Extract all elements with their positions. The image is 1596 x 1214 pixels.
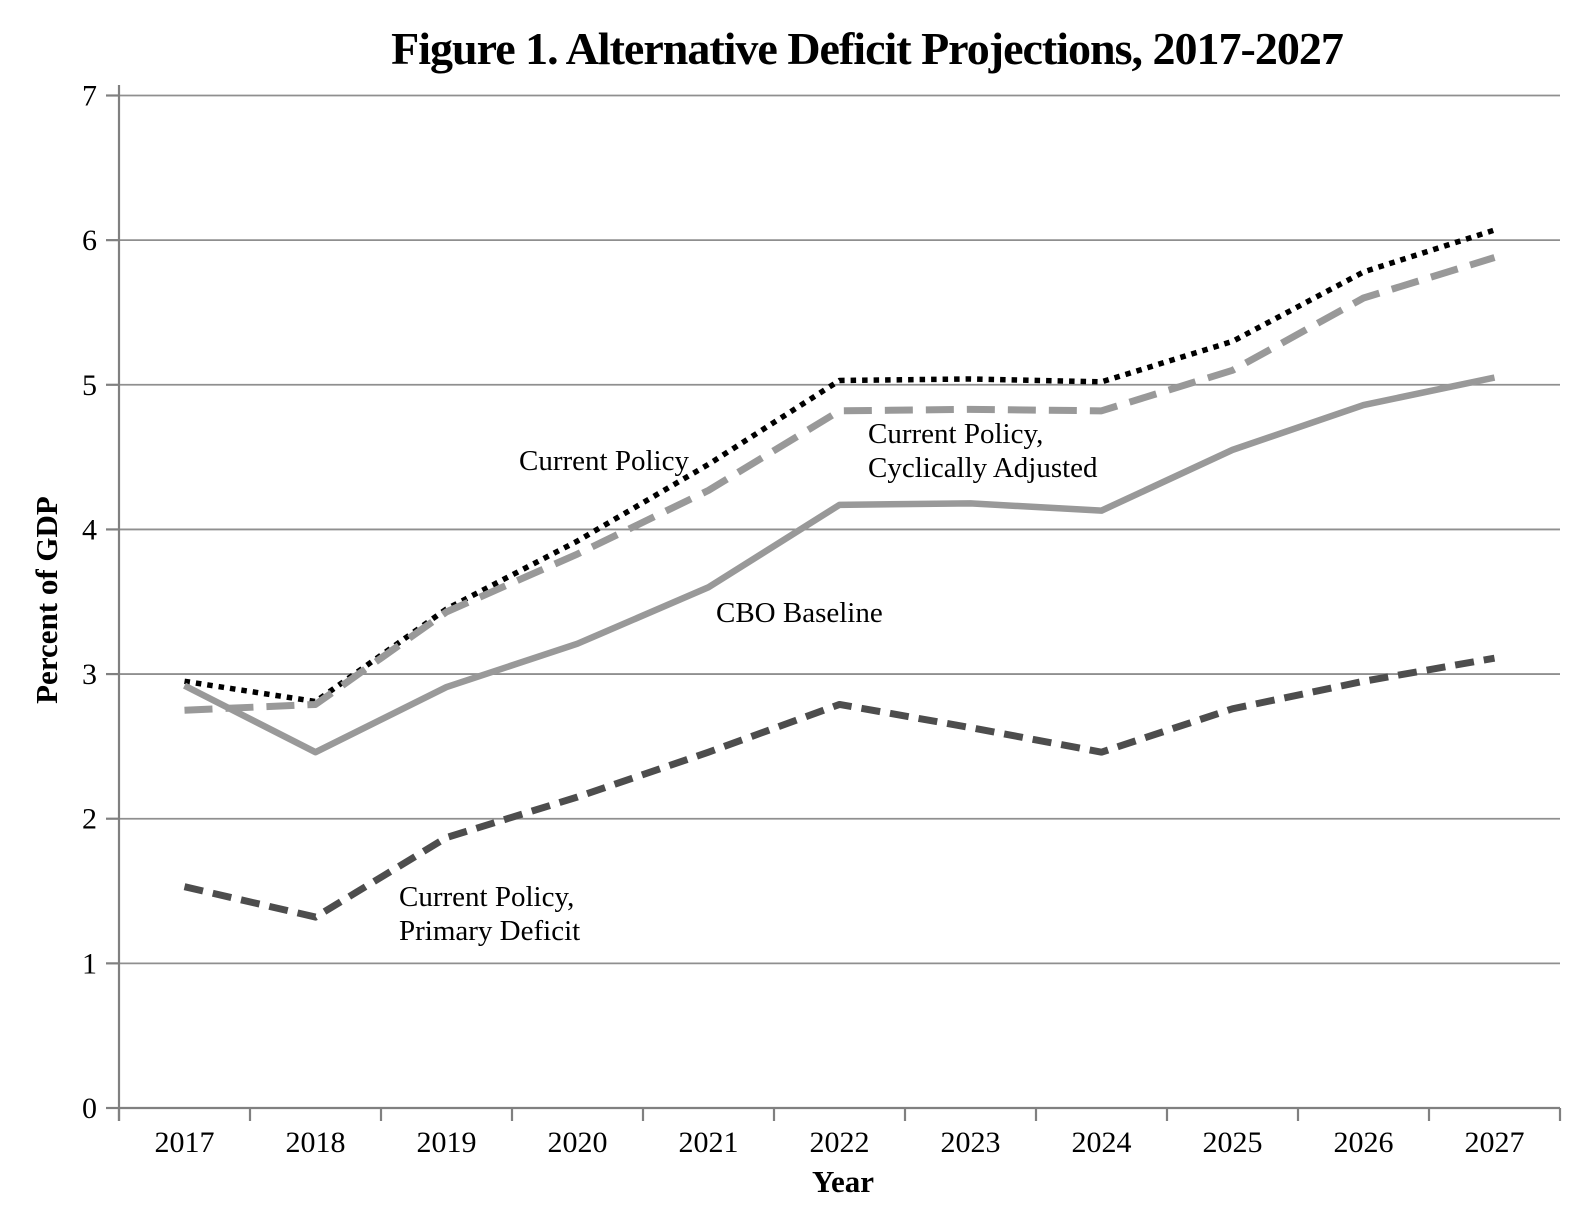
x-tick-label-2021: 2021 — [679, 1126, 739, 1159]
y-tick-labels-group: 0 1 2 3 4 5 6 7 — [82, 80, 97, 1126]
x-axis-title: Year — [812, 1164, 874, 1199]
axes-group — [106, 85, 1562, 1121]
current-policy-label: Current Policy — [519, 445, 689, 477]
cbo-baseline-label-line-1: CBO Baseline — [716, 597, 883, 629]
y-tick-label-5: 5 — [82, 369, 97, 402]
x-tick-label-2022: 2022 — [810, 1126, 870, 1159]
y-tick-label-0: 0 — [82, 1092, 97, 1125]
current-policy-label-line-1: Current Policy — [519, 445, 689, 477]
x-tick-label-2020: 2020 — [548, 1126, 608, 1159]
series-line-cbo-baseline — [183, 374, 1496, 756]
cyclically-adjusted-label-line-1: Current Policy, — [868, 418, 1043, 450]
x-tick-label-2017: 2017 — [155, 1126, 215, 1159]
series-line-current-policy — [184, 227, 1496, 705]
primary-deficit-label-line-2: Primary Deficit — [399, 915, 580, 947]
y-tick-label-7: 7 — [82, 80, 97, 113]
series-line-current-policy-cyclically-adjusted — [184, 254, 1496, 714]
x-tick-label-2024: 2024 — [1072, 1126, 1132, 1159]
y-tick-label-4: 4 — [82, 513, 97, 546]
y-tick-label-1: 1 — [82, 947, 97, 980]
cyclically-adjusted-label-line-2: Cyclically Adjusted — [868, 452, 1098, 484]
y-tick-label-3: 3 — [82, 658, 97, 691]
x-tick-labels-group: 2017 2018 2019 2020 2021 2022 2023 2024 2025 2026… — [155, 1126, 1525, 1159]
x-tick-label-2019: 2019 — [417, 1126, 477, 1159]
cbo-baseline-label: CBO Baseline — [716, 597, 883, 629]
series-lines-group — [183, 227, 1496, 921]
chart-title: Figure 1. Alternative Deficit Projection… — [391, 23, 1343, 74]
x-tick-label-2018: 2018 — [286, 1126, 346, 1159]
x-tick-label-2025: 2025 — [1203, 1126, 1263, 1159]
y-tick-label-2: 2 — [82, 803, 97, 836]
x-tick-label-2023: 2023 — [941, 1126, 1001, 1159]
series-line-current-policy-primary-deficit — [183, 654, 1496, 921]
primary-deficit-label-line-1: Current Policy, — [399, 881, 574, 913]
x-tick-label-2026: 2026 — [1334, 1126, 1394, 1159]
y-axis-title: Percent of GDP — [29, 496, 64, 704]
y-tick-label-6: 6 — [82, 224, 97, 257]
cyclically-adjusted-label: Current Policy, Cyclically Adjusted — [868, 418, 1098, 484]
x-tick-label-2027: 2027 — [1465, 1126, 1525, 1159]
primary-deficit-label: Current Policy, Primary Deficit — [399, 881, 580, 947]
